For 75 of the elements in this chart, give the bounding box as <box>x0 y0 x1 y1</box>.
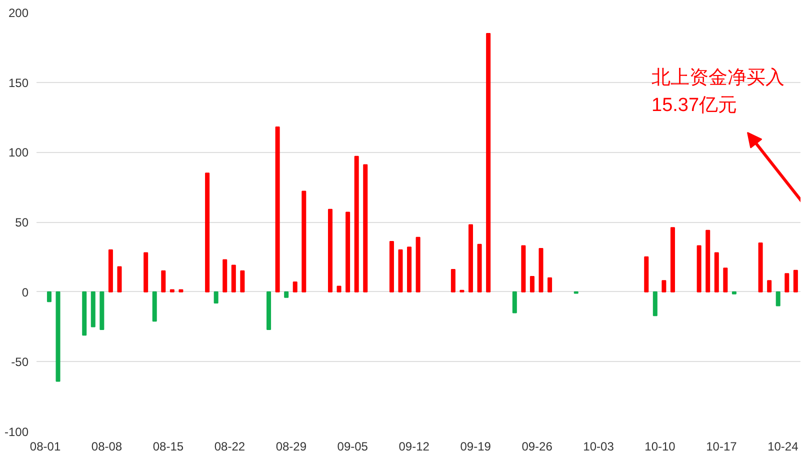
bar <box>266 291 272 330</box>
bar <box>336 286 342 292</box>
bar <box>214 291 218 304</box>
x-tick-label: 10-17 <box>706 440 738 454</box>
x-tick-label: 08-22 <box>214 440 246 454</box>
bar <box>644 256 649 292</box>
bar <box>486 32 491 292</box>
bar <box>178 289 184 292</box>
bar <box>56 291 60 382</box>
bar <box>222 259 228 292</box>
y-tick-label: 150 <box>8 76 29 90</box>
bar <box>714 252 719 292</box>
bar <box>512 291 517 314</box>
bar <box>521 245 526 292</box>
bar <box>108 249 113 292</box>
x-tick-label: 09-05 <box>337 440 368 454</box>
bar <box>240 270 245 292</box>
bar <box>477 244 482 292</box>
bar <box>670 227 675 292</box>
bar <box>144 252 148 292</box>
bar <box>407 246 412 292</box>
bar <box>530 276 534 292</box>
y-tick-label: 100 <box>8 146 29 160</box>
x-tick-label: 08-15 <box>152 440 184 454</box>
annotation: 北上资金净买入 15.37亿元 <box>652 68 784 116</box>
bar <box>161 270 166 292</box>
x-tick-label: 08-08 <box>91 440 122 454</box>
x-tick-label: 10-24 <box>768 440 799 454</box>
bar <box>363 164 368 292</box>
bar <box>398 249 403 292</box>
bar <box>117 266 122 292</box>
bar <box>723 268 728 292</box>
x-tick-label: 08-01 <box>30 440 61 454</box>
bar <box>732 291 736 294</box>
y-tick-label: 200 <box>8 6 29 20</box>
bar <box>82 291 87 336</box>
bar <box>706 230 710 292</box>
bar <box>776 291 780 306</box>
x-tick-label: 09-26 <box>522 440 553 454</box>
y-tick-label: -100 <box>4 425 29 439</box>
bar <box>450 268 456 292</box>
bar <box>468 224 474 292</box>
x-tick-label: 08-29 <box>276 440 307 454</box>
bar <box>652 291 658 316</box>
bar <box>328 208 332 292</box>
bar <box>170 289 174 292</box>
bar <box>354 156 359 292</box>
y-tick-label: -50 <box>11 355 29 370</box>
y-tick-label: 0 <box>22 285 29 300</box>
bar <box>100 291 104 330</box>
bar <box>90 291 96 328</box>
bar <box>292 282 298 292</box>
bar <box>205 172 210 292</box>
bar <box>416 236 420 292</box>
bar <box>767 280 772 292</box>
bar <box>758 242 763 292</box>
bar <box>793 270 798 292</box>
bar <box>46 291 52 302</box>
bar <box>662 280 666 292</box>
bar <box>538 248 544 292</box>
bar <box>231 264 236 292</box>
y-tick-label: 50 <box>15 216 29 230</box>
x-tick-label: 09-12 <box>398 440 430 454</box>
bar <box>302 190 306 292</box>
x-tick-label: 10-10 <box>644 440 676 454</box>
bar <box>548 277 552 292</box>
bar <box>275 126 280 292</box>
bar <box>152 291 157 322</box>
x-tick-label: 10-03 <box>583 440 614 454</box>
bar <box>389 241 394 292</box>
x-tick-label: 09-19 <box>460 440 492 454</box>
bar <box>696 245 702 292</box>
bar <box>346 212 350 292</box>
bar <box>784 273 790 292</box>
bar <box>284 291 289 298</box>
